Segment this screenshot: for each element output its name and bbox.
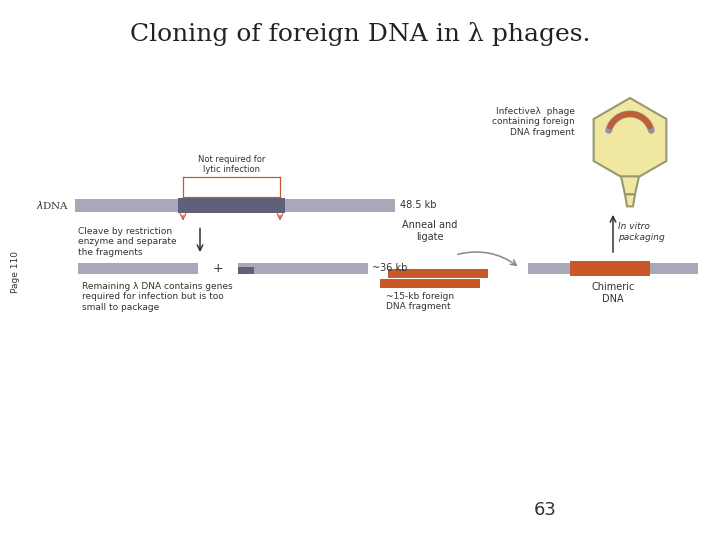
Text: Remaining λ DNA contains genes
required for infection but is too
small to packag: Remaining λ DNA contains genes required …: [82, 282, 233, 312]
Text: 63: 63: [534, 501, 557, 519]
FancyBboxPatch shape: [78, 262, 198, 273]
Text: Cleave by restriction
enzyme and separate
the fragments: Cleave by restriction enzyme and separat…: [78, 227, 176, 257]
FancyBboxPatch shape: [178, 198, 285, 213]
Text: Anneal and
ligate: Anneal and ligate: [402, 220, 458, 242]
FancyBboxPatch shape: [238, 267, 254, 273]
Text: $\lambda$DNA: $\lambda$DNA: [37, 199, 70, 211]
Polygon shape: [593, 98, 667, 182]
Text: ~15-kb foreign
DNA fragment: ~15-kb foreign DNA fragment: [386, 292, 454, 312]
FancyBboxPatch shape: [528, 262, 698, 273]
FancyBboxPatch shape: [75, 199, 395, 212]
Text: Page 110: Page 110: [11, 251, 19, 293]
Text: Chimeric
DNA: Chimeric DNA: [591, 282, 635, 303]
Text: Not required for
lytic infection: Not required for lytic infection: [198, 155, 265, 174]
FancyBboxPatch shape: [388, 268, 488, 278]
FancyBboxPatch shape: [238, 262, 368, 273]
Text: ~36 kb: ~36 kb: [372, 263, 408, 273]
FancyBboxPatch shape: [380, 279, 480, 287]
FancyBboxPatch shape: [570, 260, 650, 275]
Text: +: +: [212, 261, 223, 274]
Polygon shape: [621, 177, 639, 194]
Text: In vitro
packaging: In vitro packaging: [618, 222, 665, 242]
Text: Infectiveλ  phage
containing foreign
DNA fragment: Infectiveλ phage containing foreign DNA …: [492, 107, 575, 137]
Polygon shape: [625, 194, 635, 206]
Text: 48.5 kb: 48.5 kb: [400, 200, 436, 210]
Text: Cloning of foreign DNA in λ phages.: Cloning of foreign DNA in λ phages.: [130, 22, 590, 46]
